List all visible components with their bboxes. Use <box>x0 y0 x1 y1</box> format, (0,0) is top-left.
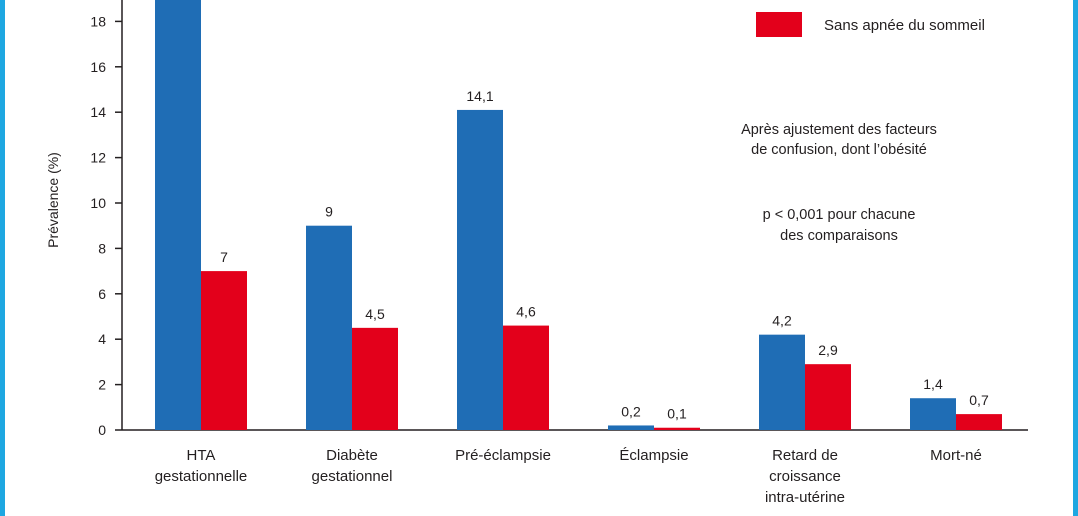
data-label: 0,2 <box>621 403 641 419</box>
y-tick-label: 4 <box>98 331 106 347</box>
data-label: 0,1 <box>667 406 687 422</box>
data-label: 2,9 <box>818 342 838 358</box>
x-category-label: Diabète <box>326 447 378 464</box>
legend-label: Sans apnée du sommeil <box>824 17 985 34</box>
bar-without-apnea <box>503 325 549 430</box>
data-label: 1,4 <box>923 376 943 392</box>
y-tick-label: 10 <box>90 195 106 211</box>
annotation-text: des comparaisons <box>780 228 898 244</box>
annotation-text: p < 0,001 pour chacune <box>763 207 916 223</box>
x-category-label: Retard de <box>772 447 838 464</box>
y-axis-title: Prévalence (%) <box>45 152 61 248</box>
x-category-label: HTA <box>187 447 216 464</box>
x-category-label: Éclampsie <box>619 447 688 464</box>
data-label: 4,2 <box>772 313 792 329</box>
bar-with-apnea <box>759 334 805 430</box>
bar-without-apnea <box>352 327 398 430</box>
y-tick-label: 6 <box>98 286 106 302</box>
data-label: 7 <box>220 249 228 265</box>
x-category-label: Mort-né <box>930 447 982 464</box>
bar-without-apnea <box>654 427 700 430</box>
bar-with-apnea <box>910 398 956 430</box>
bar-without-apnea <box>956 414 1002 430</box>
data-label: 0,7 <box>969 392 989 408</box>
annotation-text: Après ajustement des facteurs <box>741 122 937 138</box>
bar-with-apnea <box>306 225 352 430</box>
y-tick-label: 12 <box>90 150 106 166</box>
data-label: 4,6 <box>516 304 536 320</box>
bar-without-apnea <box>201 271 247 430</box>
x-category-label: intra-utérine <box>765 489 845 506</box>
y-tick-label: 0 <box>98 422 106 438</box>
annotation-text: de confusion, dont l’obésité <box>751 142 927 158</box>
bar-with-apnea <box>608 425 654 430</box>
data-label: 4,5 <box>365 306 385 322</box>
legend-swatch <box>756 12 802 37</box>
bar-with-apnea <box>457 109 503 431</box>
y-tick-label: 2 <box>98 377 106 393</box>
x-category-label: Pré-éclampsie <box>455 447 551 464</box>
x-category-label: croissance <box>769 468 841 485</box>
data-label: 9 <box>325 204 333 220</box>
y-tick-label: 8 <box>98 240 106 256</box>
bar-with-apnea <box>155 0 201 430</box>
bar-without-apnea <box>805 364 851 430</box>
y-tick-label: 16 <box>90 59 106 75</box>
x-category-label: gestationnelle <box>155 468 248 485</box>
y-tick-label: 14 <box>90 104 106 120</box>
data-label: 14,1 <box>466 88 493 104</box>
x-category-label: gestationnel <box>312 468 393 485</box>
y-tick-label: 18 <box>90 13 106 29</box>
